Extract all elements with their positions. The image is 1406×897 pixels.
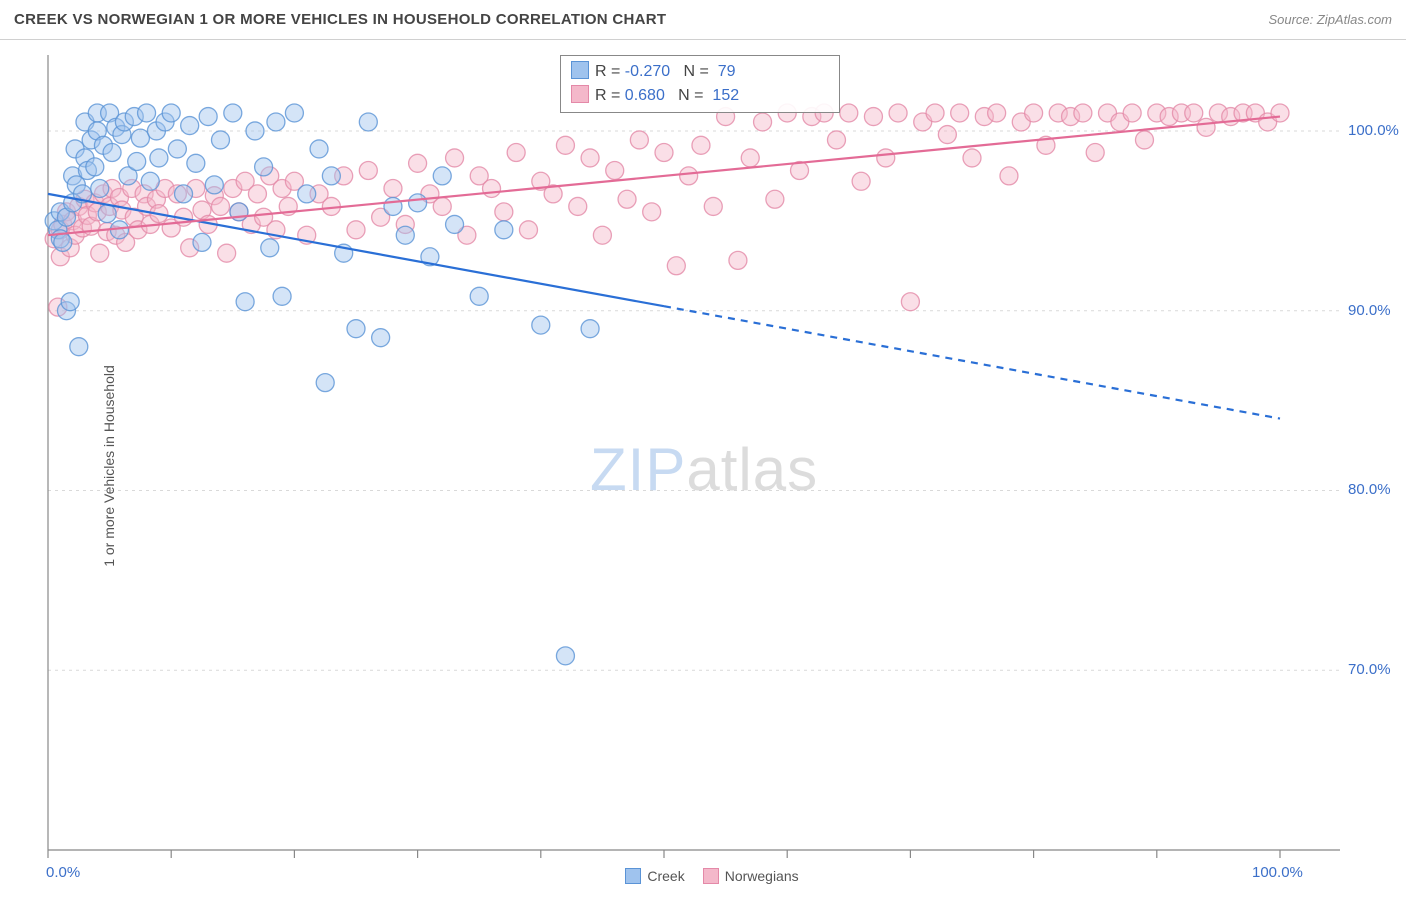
header-bar: CREEK VS NORWEGIAN 1 OR MORE VEHICLES IN… bbox=[0, 0, 1406, 40]
y-tick-label: 80.0% bbox=[1348, 481, 1391, 498]
legend-label: Norwegians bbox=[725, 868, 799, 884]
legend-label: Creek bbox=[647, 868, 684, 884]
y-axis-label: 1 or more Vehicles in Household bbox=[101, 365, 117, 567]
stats-row: R = -0.270 N = 79 bbox=[571, 60, 829, 84]
chart-svg bbox=[0, 40, 1406, 892]
source-label: Source: ZipAtlas.com bbox=[1268, 12, 1392, 27]
y-tick-label: 100.0% bbox=[1348, 122, 1399, 139]
y-tick-label: 90.0% bbox=[1348, 302, 1391, 319]
plot-region: 1 or more Vehicles in Household ZIPatlas… bbox=[0, 40, 1406, 892]
legend-swatch bbox=[703, 868, 719, 884]
chart-container: CREEK VS NORWEGIAN 1 OR MORE VEHICLES IN… bbox=[0, 0, 1406, 892]
legend-swatch bbox=[625, 868, 641, 884]
stats-row: R = 0.680 N = 152 bbox=[571, 84, 829, 108]
stats-legend-box: R = -0.270 N = 79R = 0.680 N = 152 bbox=[560, 55, 840, 113]
legend-bottom: Creek Norwegians bbox=[0, 868, 1406, 884]
y-tick-label: 70.0% bbox=[1348, 661, 1391, 678]
chart-title: CREEK VS NORWEGIAN 1 OR MORE VEHICLES IN… bbox=[14, 11, 666, 28]
